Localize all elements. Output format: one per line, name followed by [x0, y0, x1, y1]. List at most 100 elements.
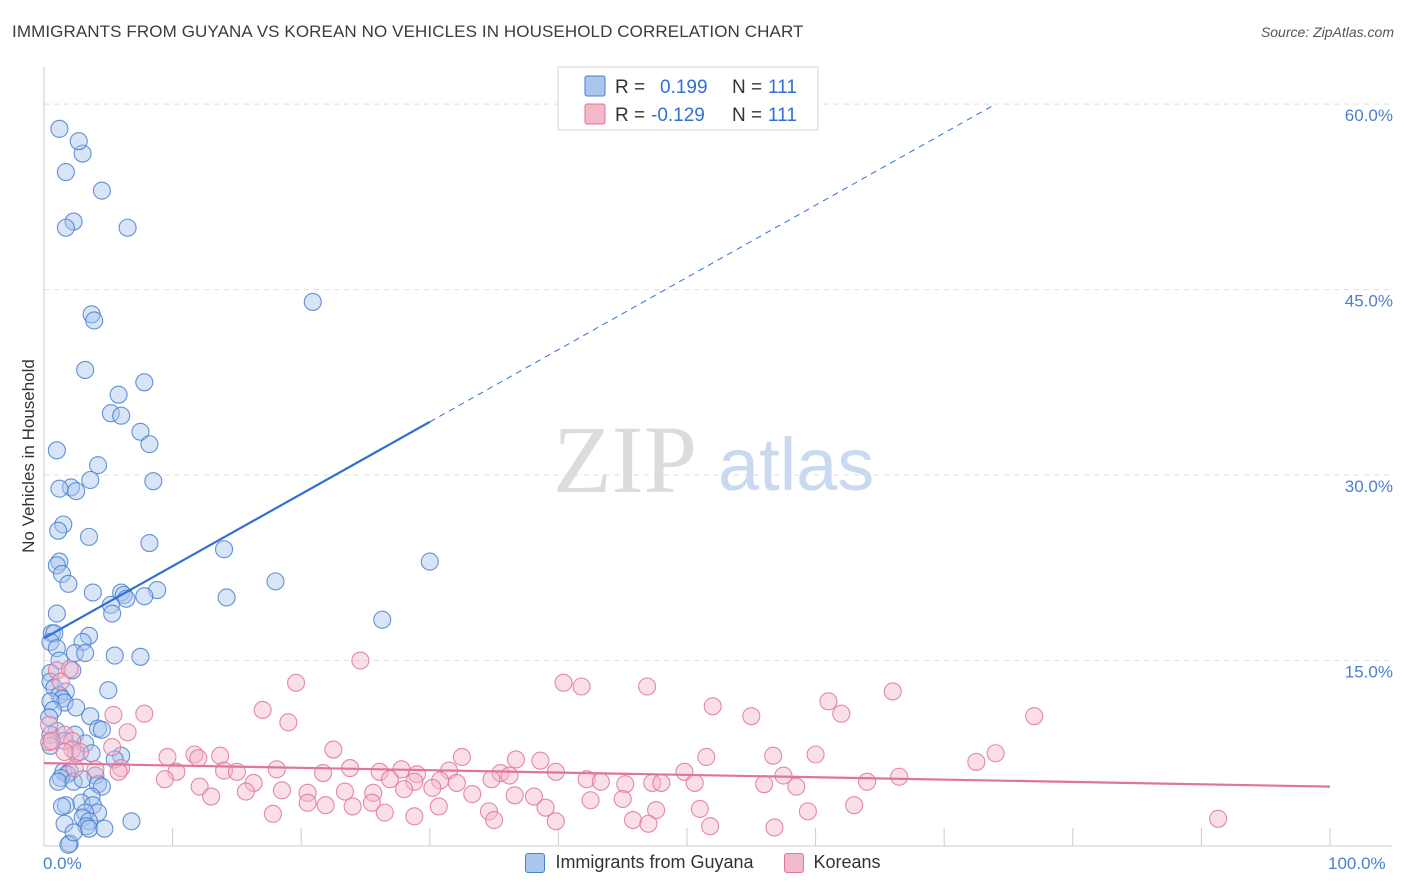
- data-point: [140, 435, 159, 454]
- data-point: [140, 534, 159, 553]
- data-point: [639, 814, 658, 833]
- data-point: [56, 163, 75, 182]
- data-point: [423, 778, 442, 797]
- data-point: [103, 604, 122, 623]
- data-point: [554, 673, 573, 692]
- legend-swatch-blue: [584, 75, 606, 97]
- data-point: [395, 780, 414, 799]
- data-point: [405, 807, 424, 826]
- data-point: [189, 749, 208, 768]
- data-point: [755, 775, 774, 794]
- data-point: [49, 521, 68, 540]
- data-point: [967, 752, 986, 771]
- data-point: [92, 720, 111, 739]
- data-point: [50, 119, 69, 138]
- y-tick-label: 15.0%: [1345, 663, 1393, 682]
- data-point: [85, 311, 104, 330]
- data-point: [51, 672, 70, 691]
- data-point: [652, 773, 671, 792]
- legend-n-label-1: N =: [732, 77, 762, 98]
- data-point: [47, 604, 66, 623]
- data-point: [279, 713, 298, 732]
- data-point: [505, 786, 524, 805]
- x-tick-labels: 0.0% 100.0%: [43, 854, 1386, 873]
- data-point: [572, 677, 591, 696]
- legend-swatch-koreans: [783, 852, 804, 873]
- data-point: [56, 218, 75, 237]
- data-point: [236, 782, 255, 801]
- y-tick-label: 45.0%: [1345, 292, 1393, 311]
- series-koreans-points: [40, 651, 1228, 837]
- watermark-atlas: atlas: [718, 423, 874, 506]
- data-point: [685, 773, 704, 792]
- data-point: [883, 682, 902, 701]
- data-point: [638, 677, 657, 696]
- data-point: [581, 791, 600, 810]
- data-point: [131, 422, 150, 441]
- legend-r-label-2: R =: [615, 105, 645, 126]
- data-point: [88, 456, 108, 475]
- data-point: [81, 470, 100, 490]
- data-point: [214, 540, 234, 559]
- data-point: [500, 766, 519, 785]
- data-point: [47, 556, 66, 575]
- data-point: [701, 817, 720, 836]
- data-point: [506, 750, 526, 769]
- data-point: [798, 802, 817, 821]
- data-point: [531, 751, 550, 770]
- data-point: [373, 610, 392, 629]
- x-tick-min: 0.0%: [43, 854, 82, 873]
- data-point: [131, 647, 150, 666]
- stats-legend: R = 0.199 N = 111 R = -0.129 N = 111: [557, 66, 819, 131]
- data-point: [112, 406, 131, 425]
- data-point: [485, 810, 504, 830]
- legend-n-value-1: 111: [768, 77, 797, 98]
- data-point: [144, 472, 163, 491]
- data-point: [158, 747, 177, 767]
- legend-item-koreans: Koreans: [783, 852, 881, 873]
- data-point: [890, 767, 909, 786]
- watermark: ZIP atlas: [553, 406, 874, 513]
- data-point: [524, 787, 544, 806]
- data-point: [76, 360, 95, 379]
- data-point: [370, 762, 389, 781]
- watermark-zip: ZIP: [553, 406, 697, 513]
- source-label: Source: ZipAtlas.com: [1260, 24, 1394, 40]
- data-point: [155, 770, 174, 789]
- data-point: [52, 797, 72, 816]
- data-point: [845, 796, 864, 815]
- data-point: [335, 782, 354, 801]
- data-point: [832, 704, 851, 723]
- data-point: [447, 773, 466, 792]
- data-point: [79, 527, 99, 546]
- y-tick-label: 30.0%: [1345, 477, 1393, 496]
- data-point: [380, 770, 399, 789]
- data-point: [59, 574, 78, 593]
- legend-r-value-2: -0.129: [651, 105, 705, 126]
- data-point: [105, 646, 124, 665]
- data-point: [40, 715, 59, 734]
- legend-r-label-1: R =: [615, 77, 645, 98]
- y-axis-label: No Vehicles in Household: [19, 359, 38, 553]
- legend-r-value-1: 0.199: [660, 77, 708, 98]
- data-point: [303, 292, 322, 311]
- data-point: [429, 797, 448, 816]
- y-tick-label: 60.0%: [1345, 106, 1393, 125]
- data-point: [52, 564, 72, 584]
- data-point: [135, 704, 154, 723]
- data-point: [764, 746, 783, 765]
- data-point: [986, 744, 1005, 763]
- data-point: [79, 819, 99, 838]
- legend-n-value-2: 111: [768, 105, 797, 126]
- data-point: [536, 798, 555, 817]
- trend-line-guyana-extension: [429, 103, 996, 423]
- data-point: [316, 796, 335, 815]
- data-point: [742, 707, 761, 726]
- legend-item-guyana: Immigrants from Guyana: [525, 852, 754, 873]
- data-point: [287, 673, 306, 692]
- data-point: [253, 700, 272, 720]
- data-point: [647, 801, 666, 820]
- data-point: [47, 441, 66, 460]
- data-point: [452, 747, 472, 767]
- data-point: [70, 742, 90, 762]
